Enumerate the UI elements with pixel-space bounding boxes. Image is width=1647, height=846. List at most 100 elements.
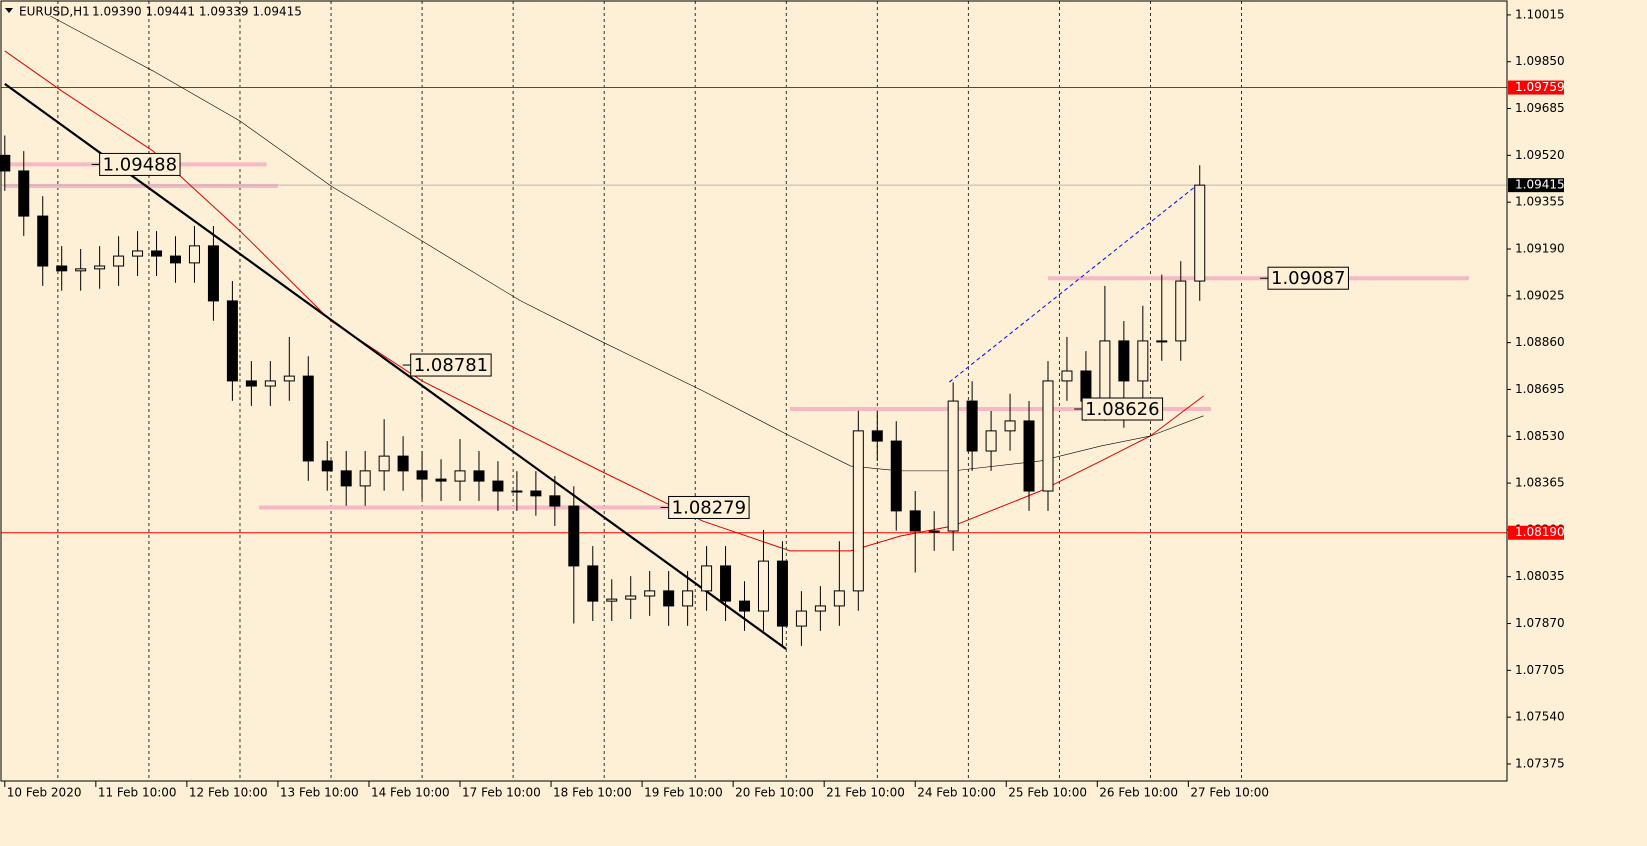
x-tick-label: 19 Feb 10:00 [644, 786, 723, 800]
candle-body [776, 560, 788, 627]
candle-body [909, 510, 921, 532]
candle [207, 226, 219, 321]
candle-body [94, 265, 106, 270]
candle-body [814, 605, 826, 612]
candle [720, 546, 732, 621]
x-tick-label: 21 Feb 10:00 [826, 786, 905, 800]
candle-body [113, 255, 125, 267]
candle [682, 571, 694, 626]
level-label-box [410, 353, 492, 377]
candle [18, 151, 30, 236]
candle-body [473, 470, 485, 482]
level-label: 1.08626 [1074, 397, 1164, 421]
candle-body [1118, 340, 1130, 382]
level-label-text: 1.09488 [103, 154, 177, 175]
candle-body [549, 495, 561, 507]
x-tick-label: 26 Feb 10:00 [1099, 786, 1178, 800]
x-tick-label: 11 Feb 10:00 [98, 786, 177, 800]
candle [435, 459, 447, 501]
x-tick-label: 17 Feb 10:00 [462, 786, 541, 800]
y-tick-label: 1.08365 [1515, 476, 1565, 490]
trend-line [949, 185, 1197, 383]
price-tag-text: 1.08190 [1515, 525, 1565, 539]
price-tag-text: 1.09415 [1515, 178, 1565, 192]
candle-body [966, 400, 978, 452]
candle-body [1004, 420, 1016, 432]
price-tag [1508, 80, 1564, 95]
candle-body [701, 565, 713, 592]
y-tick-label: 1.09190 [1515, 241, 1565, 255]
candle-body [663, 590, 675, 607]
candle [1137, 305, 1149, 401]
level-label: 1.08279 [660, 495, 750, 519]
candle-body [340, 470, 352, 487]
y-tick-label: 1.09685 [1515, 101, 1565, 115]
candle [1194, 165, 1206, 301]
candle-body [947, 400, 959, 532]
symbol-title: EURUSD,H1 [19, 5, 90, 19]
candle [739, 581, 751, 631]
level-label-text: 1.08781 [414, 355, 488, 376]
candle-body [169, 255, 181, 264]
candle [132, 231, 144, 276]
candle-body [833, 590, 845, 607]
menu-triangle [5, 8, 13, 13]
candle [814, 586, 826, 631]
candle [397, 436, 409, 491]
y-tick-label: 1.08695 [1515, 382, 1565, 396]
x-tick-label: 27 Feb 10:00 [1190, 786, 1269, 800]
plot-frame [0, 0, 1508, 782]
price-tag [1508, 525, 1564, 540]
candle [188, 226, 200, 283]
candle-body [226, 300, 238, 382]
level-label-box [1081, 397, 1164, 421]
candle [151, 231, 163, 276]
candle [340, 451, 352, 506]
candle [852, 410, 864, 611]
candle-body [757, 560, 769, 612]
price-tag [1508, 178, 1564, 193]
y-tick-label: 1.07540 [1515, 710, 1565, 724]
candle [473, 451, 485, 501]
level-label: 1.09488 [91, 152, 181, 176]
candle-body [397, 455, 409, 472]
candle-body [720, 565, 732, 602]
x-tick-label: 10 Feb 2020 [7, 786, 82, 800]
candle [416, 451, 428, 499]
candle-body [1042, 380, 1054, 492]
candle [75, 248, 87, 291]
candle-body [321, 460, 333, 472]
y-tick-label: 1.10015 [1515, 7, 1565, 21]
candle-body [435, 478, 447, 482]
x-tick-label: 20 Feb 10:00 [735, 786, 814, 800]
candle [757, 529, 769, 631]
candle-body [188, 245, 200, 264]
candle [1061, 336, 1073, 401]
trend-line [50, 15, 1204, 472]
candle-body [511, 490, 523, 493]
candle [568, 486, 580, 624]
candle-body [1061, 370, 1073, 382]
candle [56, 246, 68, 291]
candle-body [682, 590, 694, 607]
candle [530, 471, 542, 516]
candle-body [1099, 340, 1111, 402]
y-tick-label: 1.09850 [1515, 54, 1565, 68]
level-label-text: 1.08626 [1085, 399, 1159, 420]
candle [606, 579, 618, 621]
x-tick-label: 13 Feb 10:00 [280, 786, 359, 800]
candle-body [530, 490, 542, 497]
y-tick-label: 1.07375 [1515, 756, 1565, 770]
candle [795, 591, 807, 646]
candle [966, 381, 978, 471]
candle-body [985, 430, 997, 452]
y-tick-label: 1.07705 [1515, 663, 1565, 677]
candle-body [56, 265, 68, 272]
candle-body [454, 470, 466, 482]
candle-body [890, 440, 902, 512]
candle [549, 475, 561, 526]
candle-body [1080, 370, 1092, 402]
candle [701, 546, 713, 611]
